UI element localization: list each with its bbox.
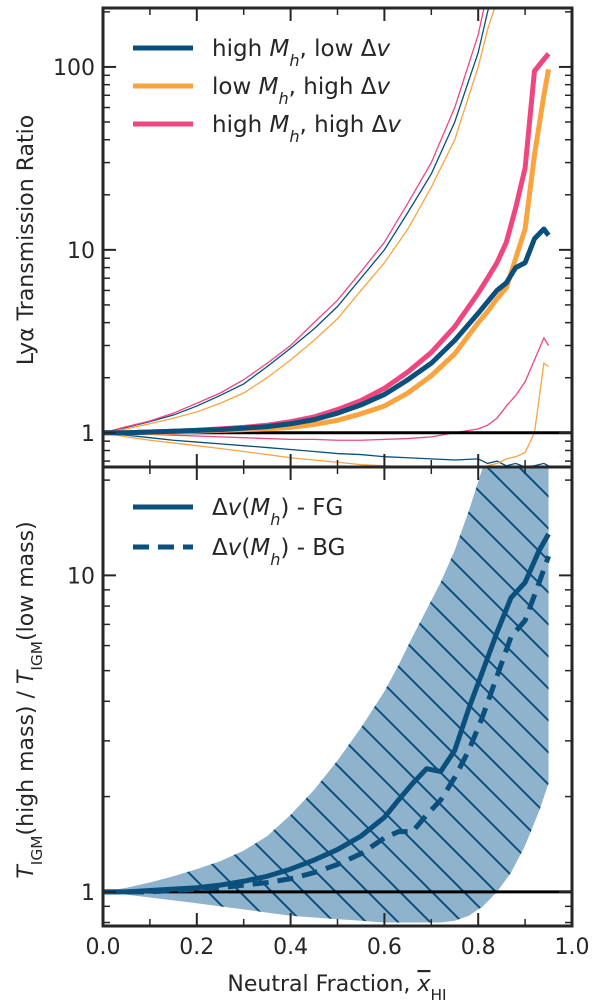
x-tick-label: 1.0 xyxy=(555,935,590,960)
hatch-line xyxy=(422,467,549,923)
bottom-y-axis-label: TIGM(high mass) / TIGM(low mass) xyxy=(14,521,46,878)
x-tick-label: 0.6 xyxy=(367,935,402,960)
y-tick-label: 100 xyxy=(53,56,95,81)
legend-label: high Mh, high Δv xyxy=(212,112,401,146)
x-tick-label: 0.0 xyxy=(86,935,121,960)
legend-label: Δv(Mh) - FG xyxy=(212,495,343,529)
series-lower-line xyxy=(103,432,549,467)
bottom-axes-frame xyxy=(101,465,574,928)
series-median-line xyxy=(103,52,551,436)
top-y-axis-label: Lyα Transmission Ratio xyxy=(14,115,39,365)
hatch-line xyxy=(583,467,605,926)
series-upper-line xyxy=(103,8,485,434)
series-median-line xyxy=(103,226,551,436)
x-tick-label: 0.4 xyxy=(273,935,308,960)
legend-label: high Mh, low Δv xyxy=(212,36,390,70)
series-upper-line xyxy=(103,8,490,434)
y-tick-label: 1 xyxy=(81,422,95,447)
legend-label: low Mh, high Δv xyxy=(212,74,390,108)
x-tick-label: 0.8 xyxy=(461,935,496,960)
series-lower-line xyxy=(103,336,550,441)
hatch-line xyxy=(551,467,605,926)
y-tick-label: 10 xyxy=(67,564,95,589)
top-legend: high Mh, low Δv low Mh, high Δv high Mh, h… xyxy=(133,36,401,146)
x-axis-label: Neutral Fraction, xHI xyxy=(227,972,446,1000)
x-tick-label: 0.2 xyxy=(179,935,214,960)
y-tick-label: 10 xyxy=(67,239,95,264)
series-upper-line xyxy=(103,8,496,434)
series-fg-line xyxy=(103,532,551,895)
bottom-legend: Δv(Mh) - FG Δv(Mh) - BG xyxy=(133,495,346,569)
y-tick-label: 1 xyxy=(81,881,95,906)
scatter-band xyxy=(103,467,549,923)
legend-label: Δv(Mh) - BG xyxy=(212,535,346,569)
hatch-line xyxy=(454,467,549,923)
hatch-line xyxy=(390,467,549,923)
